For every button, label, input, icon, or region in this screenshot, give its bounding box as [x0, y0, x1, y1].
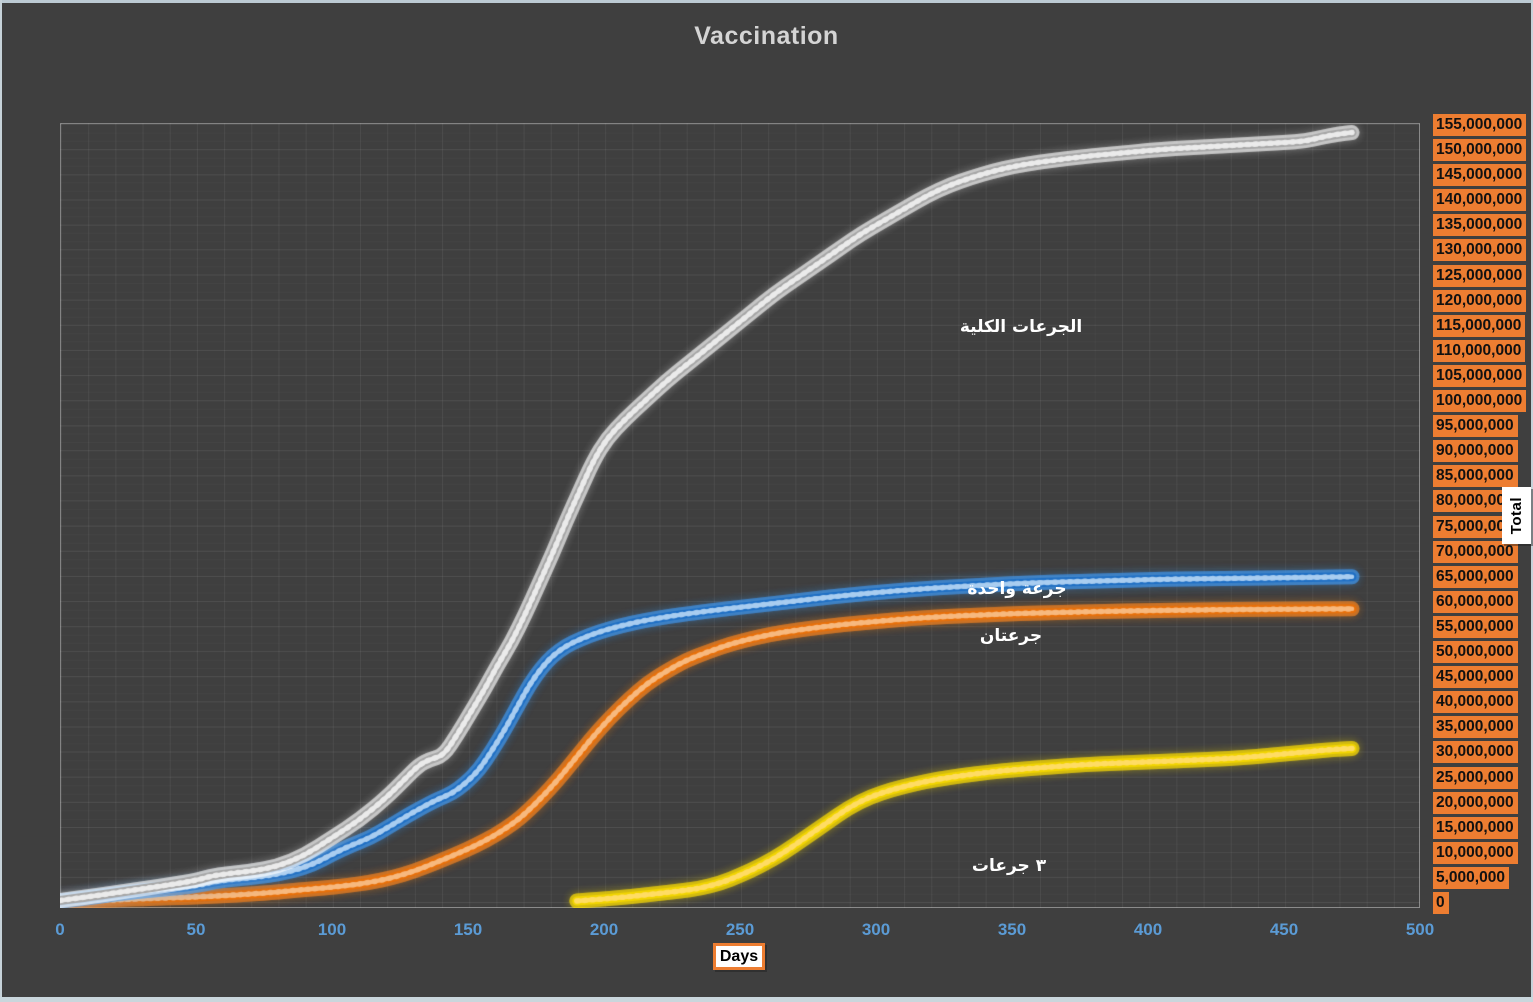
x-axis-tick-label: 50 — [186, 920, 206, 939]
y-axis-tick-label: 90,000,000 — [1433, 440, 1518, 463]
y-axis-tick-label: 140,000,000 — [1433, 189, 1527, 212]
y-axis-tick-label: 15,000,000 — [1433, 816, 1518, 839]
y-axis-tick-label: 125,000,000 — [1433, 264, 1527, 287]
y-axis-tick-label: 60,000,000 — [1433, 590, 1518, 613]
window-border-bottom — [0, 997, 1533, 1002]
y-axis-tick-label: 110,000,000 — [1433, 339, 1526, 362]
window-border-right — [1531, 0, 1533, 1002]
chart-title: Vaccination — [694, 22, 839, 50]
x-axis-tick-label: 500 — [1405, 920, 1435, 939]
y-axis-tick-label: 45,000,000 — [1433, 666, 1518, 689]
y-axis-tick-label: 80,000,000 — [1433, 490, 1518, 513]
x-axis-tick-label: 300 — [861, 920, 891, 939]
x-axis-tick-label: 150 — [453, 920, 483, 939]
y-axis-tick-label: 35,000,000 — [1433, 716, 1518, 739]
series-label: جرعة واحدة — [967, 579, 1067, 599]
y-axis-tick-label: 105,000,000 — [1433, 364, 1527, 387]
y-axis-tick-label: 95,000,000 — [1433, 415, 1518, 438]
x-axis-tick-label: 0 — [55, 920, 65, 939]
y-axis-title[interactable]: Total — [1502, 487, 1531, 544]
x-axis-title[interactable]: Days — [713, 943, 765, 970]
window-border-top — [0, 0, 1533, 3]
y-axis-tick-label: 85,000,000 — [1433, 465, 1518, 488]
y-axis-tick-label: 135,000,000 — [1433, 214, 1527, 237]
y-axis-tick-label: 55,000,000 — [1433, 615, 1518, 638]
y-axis-tick-label: 150,000,000 — [1433, 139, 1527, 162]
y-axis-tick-label: 10,000,000 — [1433, 841, 1518, 864]
x-axis-tick-label: 200 — [589, 920, 619, 939]
y-axis-tick-label: 50,000,000 — [1433, 641, 1518, 664]
y-axis-tick-label: 120,000,000 — [1433, 289, 1527, 312]
y-axis-tick-label: 115,000,000 — [1433, 314, 1526, 337]
x-axis-tick-label: 100 — [317, 920, 347, 939]
y-axis-tick-label: 145,000,000 — [1433, 164, 1527, 187]
y-axis-title-label: Total — [1508, 496, 1525, 535]
x-axis-tick-label: 350 — [997, 920, 1027, 939]
chart-canvas — [60, 123, 1420, 908]
y-axis-tick-label: 0 — [1433, 892, 1449, 914]
x-axis-tick-label: 450 — [1269, 920, 1299, 939]
y-axis-tick-label: 75,000,000 — [1433, 515, 1518, 538]
y-axis-tick-label: 25,000,000 — [1433, 766, 1518, 789]
y-axis-tick-label: 5,000,000 — [1433, 866, 1509, 889]
y-axis-tick-label: 155,000,000 — [1433, 114, 1527, 136]
y-axis-tick-label: 65,000,000 — [1433, 565, 1518, 588]
x-axis-tick-label: 400 — [1133, 920, 1163, 939]
series-label: الجرعات الكلية — [959, 317, 1083, 337]
y-axis-tick-label: 30,000,000 — [1433, 741, 1518, 764]
y-axis-tick-label: 100,000,000 — [1433, 390, 1527, 413]
series-label: ٣ جرعات — [971, 856, 1047, 876]
x-axis-tick-label: 250 — [725, 920, 755, 939]
x-axis-title-label: Days — [719, 947, 759, 965]
y-axis-tick-label: 130,000,000 — [1433, 239, 1527, 262]
y-axis-tick-label: 70,000,000 — [1433, 540, 1518, 563]
window-border-left — [0, 0, 2, 1002]
y-axis-tick-label: 40,000,000 — [1433, 691, 1518, 714]
series-label: جرعتان — [979, 626, 1043, 646]
y-axis-tick-label: 20,000,000 — [1433, 791, 1518, 814]
